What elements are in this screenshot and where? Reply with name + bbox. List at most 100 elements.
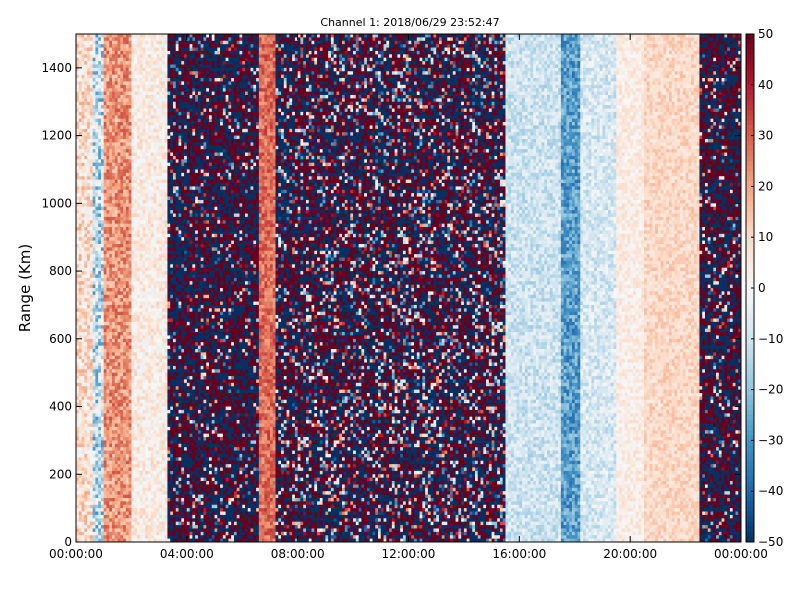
heatmap-cell [126,64,129,68]
heatmap-cell [126,522,129,526]
heatmap-cell [148,285,151,289]
heatmap-cell [109,230,112,234]
heatmap-cell [131,224,134,228]
heatmap-cell [104,169,107,173]
heatmap-cell [109,528,112,532]
heatmap-cell [106,41,109,45]
heatmap-cell [104,244,107,248]
heatmap-cell [118,163,121,167]
heatmap-cell [79,515,82,519]
heatmap-cell [118,109,121,113]
heatmap-cell [129,169,132,173]
heatmap-cell [115,166,118,170]
heatmap-cell [131,349,134,353]
heatmap-cell [118,400,121,404]
heatmap-cell [131,213,134,217]
heatmap-cell [145,244,148,248]
heatmap-cell [112,169,115,173]
heatmap-cell [148,464,151,468]
heatmap-cell [104,186,107,190]
heatmap-cell [112,400,115,404]
heatmap-cell [84,142,87,146]
heatmap-cell [131,528,134,532]
heatmap-cell [115,437,118,441]
heatmap-cell [82,369,85,373]
heatmap-cell [109,332,112,336]
heatmap-cell [123,484,126,488]
heatmap-cell [98,241,101,245]
heatmap-cell [98,244,101,248]
heatmap-cell [118,88,121,92]
heatmap-cell [131,352,134,356]
heatmap-cell [123,400,126,404]
heatmap-cell [148,163,151,167]
heatmap-cell [115,227,118,231]
heatmap-cell [137,434,140,438]
heatmap-cell [143,346,146,350]
heatmap-cell [123,420,126,424]
heatmap-cell [120,352,123,356]
heatmap-cell [82,247,85,251]
heatmap-cell [145,139,148,143]
heatmap-cell [137,271,140,275]
heatmap-cell [115,254,118,258]
heatmap-cell [79,423,82,427]
heatmap-cell [126,41,129,45]
heatmap-cell [120,349,123,353]
heatmap-cell [112,230,115,234]
heatmap-cell [159,61,162,65]
heatmap-cell [145,400,148,404]
heatmap-cell [140,115,143,119]
heatmap-cell [156,68,159,72]
heatmap-cell [118,268,121,272]
heatmap-cell [95,34,98,38]
heatmap-cell [126,312,129,316]
heatmap-cell [118,308,121,312]
heatmap-cell [140,386,143,390]
heatmap-cell [120,58,123,62]
heatmap-cell [101,241,104,245]
heatmap-cell [109,71,112,75]
heatmap-cell [112,119,115,123]
heatmap-cell [143,268,146,272]
heatmap-cell [95,366,98,370]
heatmap-cell [82,92,85,96]
heatmap-cell [137,203,140,207]
heatmap-cell [87,281,90,285]
heatmap-cell [79,68,82,72]
heatmap-cell [90,407,93,411]
heatmap-cell [137,125,140,129]
heatmap-cell [120,515,123,519]
heatmap-cell [156,95,159,99]
heatmap-cell [84,352,87,356]
heatmap-cell [95,322,98,326]
heatmap-cell [145,112,148,116]
heatmap-cell [140,501,143,505]
heatmap-cell [112,363,115,367]
heatmap-cell [131,92,134,96]
heatmap-cell [151,440,154,444]
heatmap-cell [120,139,123,143]
heatmap-cell [118,122,121,126]
heatmap-cell [143,491,146,495]
heatmap-cell [134,85,137,89]
heatmap-cell [137,407,140,411]
heatmap-cell [126,430,129,434]
heatmap-cell [159,142,162,146]
heatmap-cell [123,478,126,482]
heatmap-cell [156,315,159,319]
heatmap-cell [118,37,121,41]
heatmap-cell [131,197,134,201]
heatmap-cell [115,495,118,499]
heatmap-cell [87,474,90,478]
heatmap-cell [129,393,132,397]
heatmap-cell [140,224,143,228]
heatmap-cell [93,119,96,123]
heatmap-cell [134,461,137,465]
heatmap-cell [101,427,104,431]
heatmap-cell [134,535,137,539]
heatmap-cell [154,528,157,532]
heatmap-cell [112,58,115,62]
heatmap-cell [156,467,159,471]
heatmap-cell [140,363,143,367]
